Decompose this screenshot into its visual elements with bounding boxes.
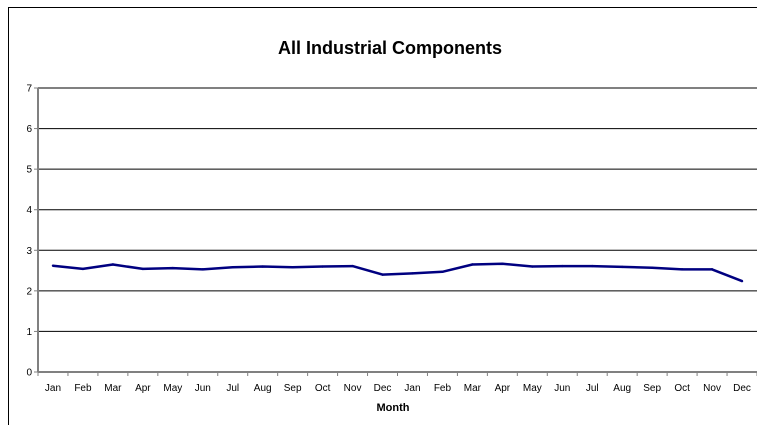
data-point xyxy=(531,265,534,268)
data-point xyxy=(650,266,654,269)
x-axis-title: Month xyxy=(377,402,410,414)
x-tick-label: Jul xyxy=(226,383,239,394)
x-tick-label: Nov xyxy=(703,383,721,394)
y-tick-label: 5 xyxy=(26,165,32,176)
x-tick-label: Dec xyxy=(374,383,392,394)
y-tick-labels: 0 1 2 3 4 5 6 7 xyxy=(26,84,32,379)
data-point xyxy=(710,268,714,271)
chart-frame xyxy=(8,7,757,425)
y-tick-label: 6 xyxy=(26,124,32,135)
x-tick-labels: Jan Feb Mar Apr May Jun Jul Aug Sep Oct Nov Dec Jan F… xyxy=(45,383,751,394)
y-tick-label: 4 xyxy=(26,205,32,216)
data-point xyxy=(51,264,55,267)
x-tick-label: May xyxy=(163,383,182,394)
x-tick-label: May xyxy=(523,383,542,394)
x-tick-label: Jan xyxy=(404,383,420,394)
y-tick-label: 3 xyxy=(26,246,32,257)
x-tick-label: Aug xyxy=(613,383,631,394)
data-point xyxy=(231,266,234,269)
x-tick-label: Mar xyxy=(464,383,482,394)
data-point xyxy=(501,262,504,265)
data-point xyxy=(680,268,684,271)
y-tick-label: 2 xyxy=(26,286,32,297)
x-tick-label: Feb xyxy=(434,383,452,394)
data-point xyxy=(321,265,324,268)
data-point xyxy=(740,279,744,283)
x-tick-label: Dec xyxy=(733,383,751,394)
x-tick-label: Jul xyxy=(586,383,599,394)
data-point xyxy=(441,270,444,273)
series xyxy=(51,262,744,283)
gridlines xyxy=(38,87,757,332)
x-tick-label: Feb xyxy=(74,383,92,394)
chart-title: All Industrial Components xyxy=(277,38,502,58)
data-point xyxy=(141,267,145,271)
data-point xyxy=(111,263,115,266)
data-point xyxy=(471,263,474,266)
series-line xyxy=(52,262,743,283)
data-point xyxy=(381,273,384,276)
y-tick-label: 0 xyxy=(26,368,32,379)
data-point xyxy=(351,264,354,268)
x-tick-label: Sep xyxy=(643,383,661,394)
data-point xyxy=(591,264,594,268)
x-tick-label: Oct xyxy=(315,383,331,394)
data-point xyxy=(81,267,85,271)
x-tick-label: Jan xyxy=(45,383,61,394)
data-point xyxy=(411,272,414,275)
data-point xyxy=(620,265,624,269)
x-tick-label: Oct xyxy=(674,383,690,394)
x-tick-label: Jun xyxy=(554,383,570,394)
x-tick-label: Aug xyxy=(254,383,272,394)
x-tick-label: Apr xyxy=(135,383,151,394)
x-tick-label: Sep xyxy=(284,383,302,394)
x-tick-label: Mar xyxy=(104,383,122,394)
x-tick-label: Nov xyxy=(344,383,362,394)
data-point xyxy=(201,268,204,271)
y-tick-label: 1 xyxy=(26,327,32,338)
data-point xyxy=(561,264,564,268)
data-point xyxy=(291,266,294,269)
y-tick-label: 7 xyxy=(26,84,32,95)
x-tick-label: Jun xyxy=(195,383,211,394)
axes xyxy=(34,87,757,376)
x-tick-label: Apr xyxy=(495,383,511,394)
data-point xyxy=(261,265,264,268)
data-point xyxy=(171,266,175,270)
